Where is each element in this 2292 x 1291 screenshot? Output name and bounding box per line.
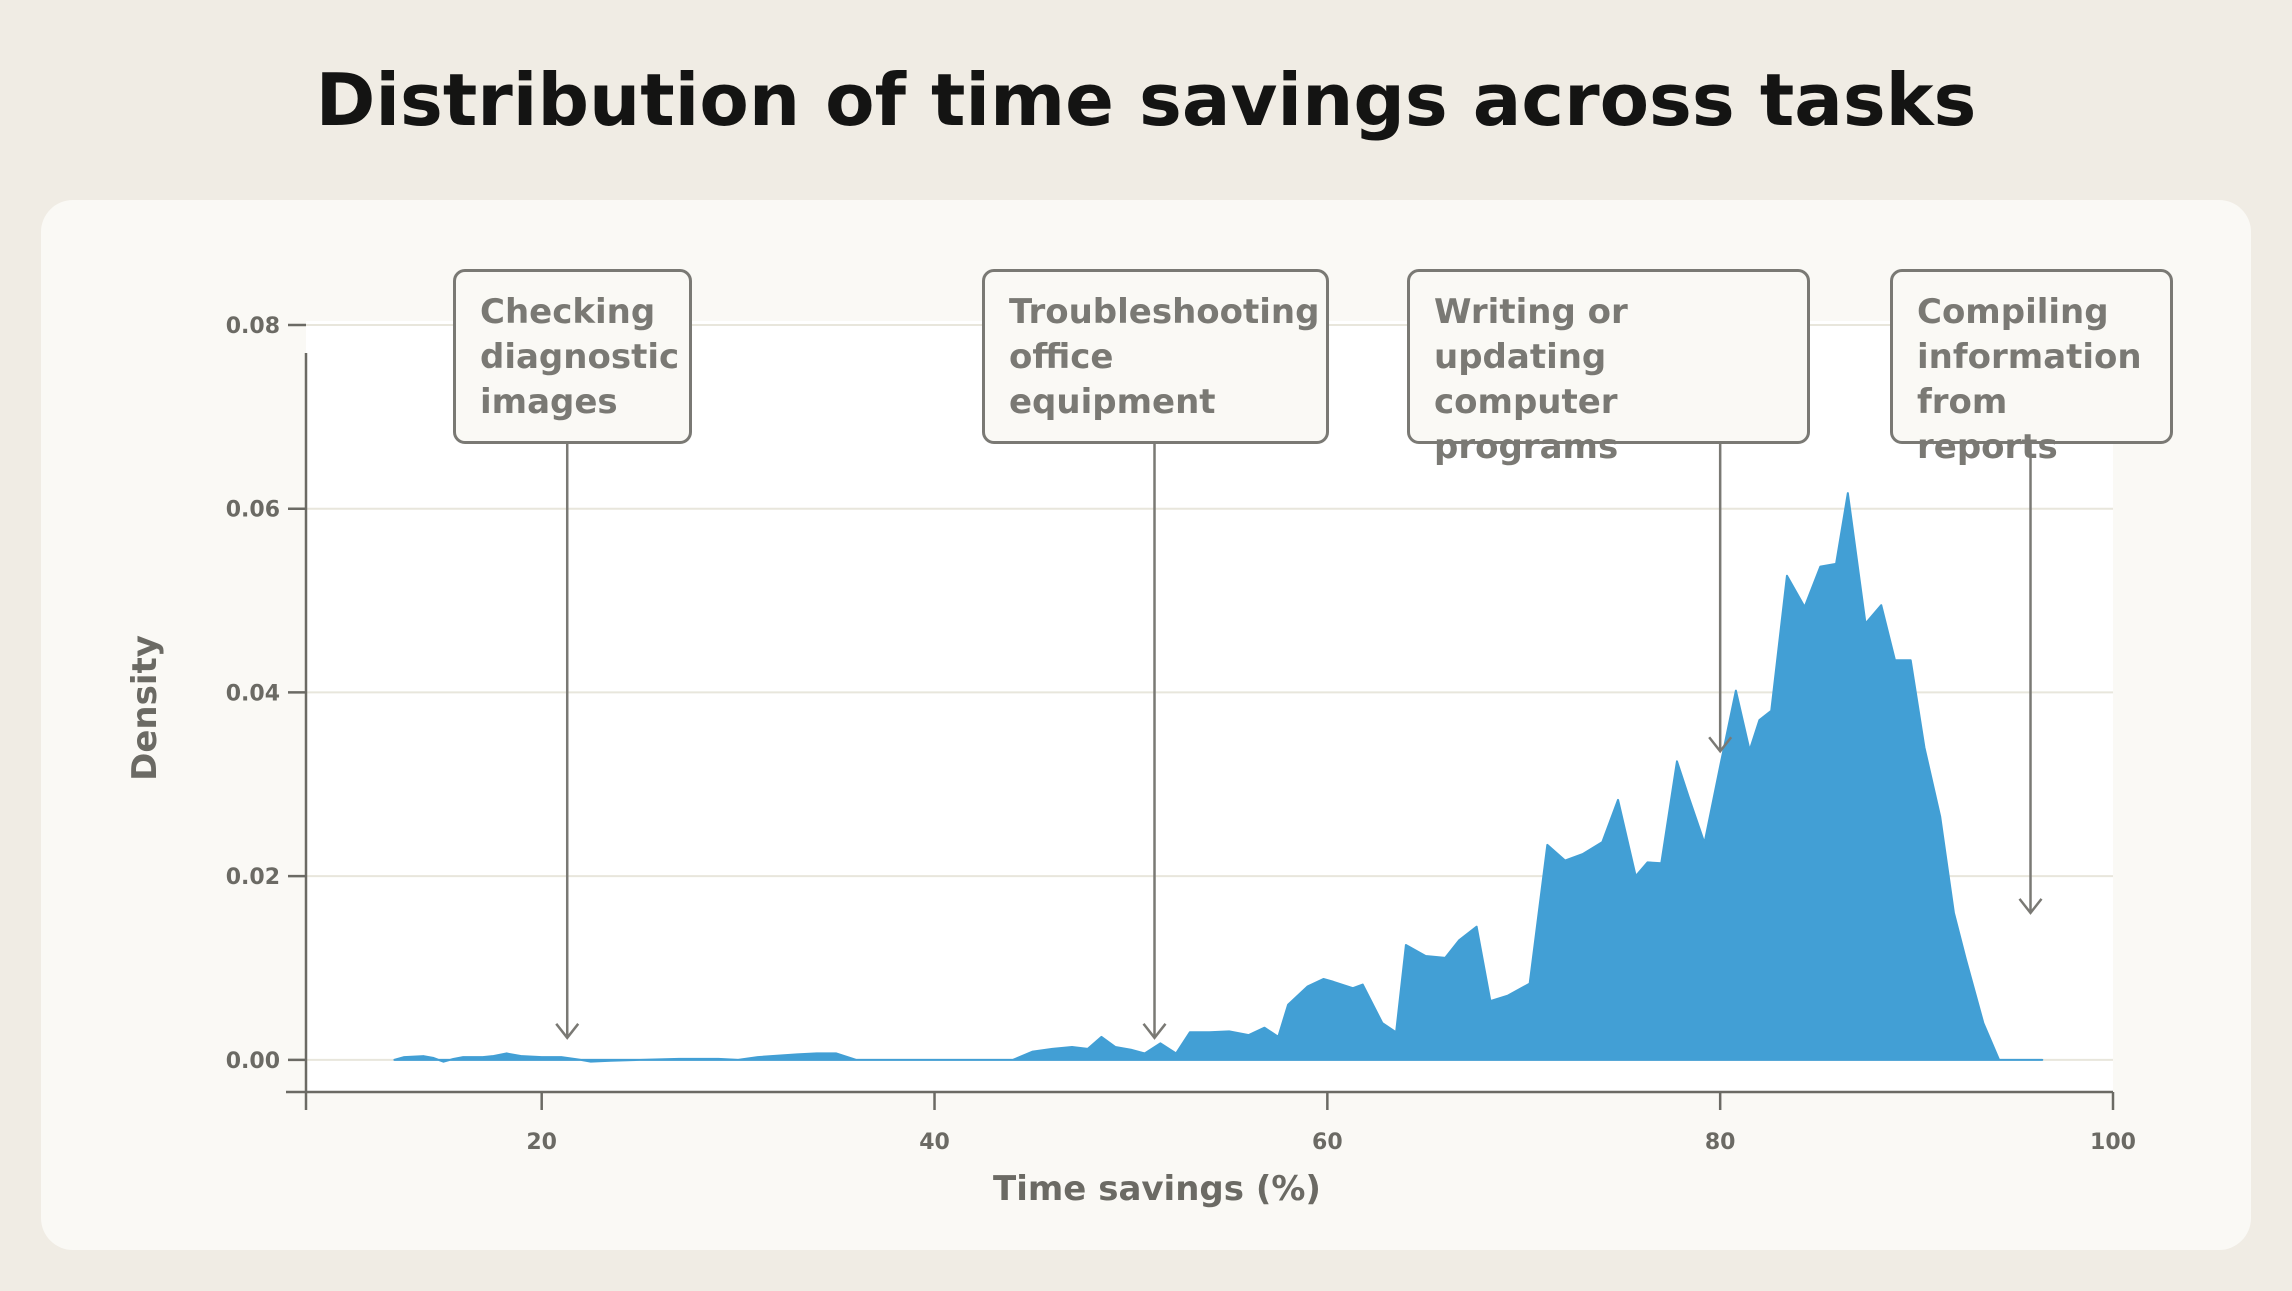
annotation-box: Compiling information from reports bbox=[1890, 269, 2173, 467]
axes bbox=[286, 323, 2115, 1110]
annotation-box: Checking diagnostic images bbox=[453, 269, 692, 444]
annotation-box: Troubleshooting office equipment bbox=[982, 269, 1329, 444]
chart-title: Distribution of time savings across task… bbox=[315, 58, 1977, 142]
annotation-arrow-head bbox=[2018, 898, 2043, 915]
y-tick-label: 0.04 bbox=[226, 681, 280, 706]
x-tick-label: 80 bbox=[1705, 1130, 1736, 1155]
x-tick-label: 60 bbox=[1312, 1130, 1343, 1155]
annotation-arrow-head bbox=[555, 1023, 580, 1040]
y-tick-label: 0.00 bbox=[226, 1049, 280, 1074]
annotation-arrow-head bbox=[1708, 736, 1733, 754]
tick-labels: 0.00 0.02 0.04 0.06 0.08 20 40 60 80 100 bbox=[226, 314, 2136, 1155]
density-area bbox=[393, 492, 2044, 1063]
annotation-arrow-head bbox=[1142, 1023, 1167, 1040]
y-tick-label: 0.06 bbox=[226, 498, 280, 523]
x-tick-label: 100 bbox=[2090, 1130, 2136, 1155]
y-tick-label: 0.02 bbox=[226, 865, 280, 890]
y-tick-label: 0.08 bbox=[226, 314, 280, 339]
density-area-layer bbox=[393, 492, 2044, 1063]
x-tick-label: 40 bbox=[919, 1130, 950, 1155]
x-tick-label: 20 bbox=[526, 1130, 557, 1155]
annotation-box: Writing or updating computer programs bbox=[1407, 269, 1810, 467]
annotation-arrows bbox=[555, 444, 2043, 1040]
y-axis-label: Density bbox=[125, 635, 165, 781]
x-axis-label: Time savings (%) bbox=[993, 1169, 1321, 1209]
